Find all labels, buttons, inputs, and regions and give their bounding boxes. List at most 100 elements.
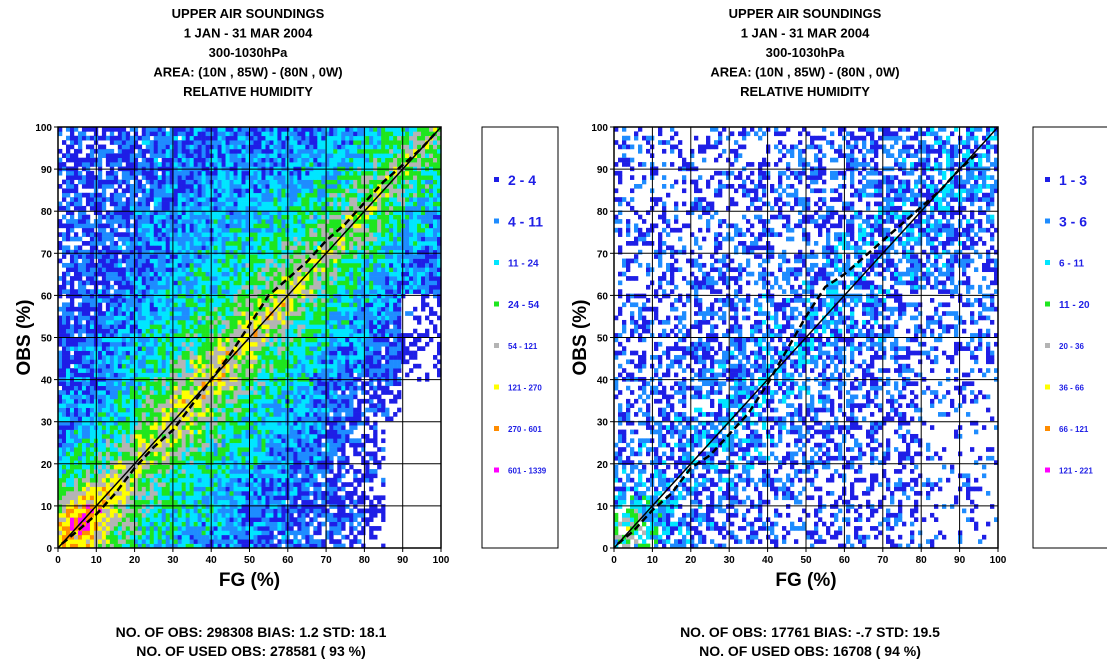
heatmap-cell (161, 346, 167, 351)
heatmap-cell (241, 144, 246, 150)
heatmap-cell (197, 306, 202, 312)
heatmap-cell (205, 526, 210, 531)
heatmap-cell (58, 319, 63, 325)
heatmap-cell (101, 394, 107, 400)
heatmap-cell (185, 407, 190, 413)
heatmap-cell (81, 464, 87, 470)
heatmap-cell (129, 385, 135, 391)
heatmap-cell (173, 407, 178, 413)
heatmap-cell (65, 429, 71, 435)
heatmap-cell (229, 526, 234, 531)
heatmap-cell (121, 482, 127, 487)
heatmap-cell (173, 223, 178, 229)
heatmap-cell (157, 219, 163, 224)
heatmap-cell (121, 390, 127, 395)
heatmap-cell (169, 127, 174, 132)
heatmap-cell (153, 131, 159, 137)
heatmap-cell (105, 447, 111, 452)
heatmap-cell (161, 170, 167, 176)
heatmap-cell (125, 460, 131, 465)
heatmap-cell (209, 201, 214, 207)
heatmap-cell (189, 372, 194, 378)
heatmap-cell (237, 407, 242, 413)
heatmap-cell (177, 530, 182, 536)
heatmap-cell (261, 306, 266, 312)
heatmap-cell (225, 412, 230, 417)
heatmap-cell (205, 451, 210, 457)
chart-title-line: 300-1030hPa (209, 45, 289, 60)
heatmap-cell (245, 162, 250, 167)
heatmap-cell (161, 289, 167, 294)
heatmap-cell (113, 271, 119, 277)
heatmap-cell (153, 302, 159, 308)
heatmap-cell (261, 153, 266, 158)
heatmap-cell (213, 499, 218, 505)
heatmap-cell (157, 526, 163, 531)
heatmap-cell (105, 333, 111, 338)
heatmap-cell (261, 241, 266, 246)
heatmap-cell (133, 289, 139, 294)
heatmap-cell (105, 363, 111, 369)
heatmap-cell (149, 346, 155, 351)
heatmap-cell (137, 368, 143, 373)
heatmap-cell (233, 508, 238, 514)
heatmap-cell (241, 157, 246, 163)
heatmap-cell (241, 302, 246, 308)
heatmap-cell (261, 486, 266, 492)
heatmap-cell (169, 508, 174, 514)
heatmap-cell (237, 442, 242, 448)
heatmap-cell (213, 298, 218, 303)
heatmap-cell (273, 517, 278, 522)
heatmap-cell (193, 315, 198, 321)
heatmap-cell (137, 381, 143, 387)
heatmap-cell (169, 271, 174, 277)
heatmap-cell (169, 219, 174, 224)
heatmap-cell (245, 403, 250, 408)
heatmap-cell (157, 447, 163, 452)
heatmap-cell (261, 372, 266, 378)
heatmap-cell (225, 429, 230, 435)
heatmap-cell (69, 140, 75, 145)
heatmap-cell (109, 201, 115, 207)
heatmap-cell (137, 359, 143, 365)
heatmap-cell (209, 293, 214, 299)
heatmap-cell (185, 346, 190, 351)
heatmap-cell (137, 262, 143, 268)
heatmap-cell (77, 179, 83, 185)
heatmap-cell (201, 495, 206, 501)
heatmap-cell (117, 214, 123, 220)
heatmap-cell (157, 451, 163, 457)
heatmap-cell (69, 460, 75, 465)
heatmap-cell (113, 508, 119, 514)
heatmap-cell (141, 398, 147, 404)
heatmap-cell (69, 298, 75, 303)
heatmap-cell (253, 416, 258, 422)
heatmap-cell (149, 543, 155, 549)
heatmap-cell (189, 262, 194, 268)
heatmap-cell (173, 433, 178, 439)
heatmap-cell (141, 469, 147, 474)
heatmap-cell (177, 482, 182, 487)
heatmap-cell (229, 346, 234, 351)
heatmap-cell (61, 512, 67, 518)
heatmap-cell (89, 539, 95, 544)
heatmap-cell (177, 205, 182, 211)
heatmap-cell (129, 381, 135, 387)
heatmap-cell (265, 311, 270, 316)
heatmap-cell (145, 249, 151, 255)
heatmap-cell (81, 341, 87, 347)
heatmap-cell (101, 460, 107, 465)
heatmap-cell (241, 284, 246, 290)
heatmap-cell (249, 407, 254, 413)
heatmap-cell (61, 499, 67, 505)
heatmap-cell (189, 530, 194, 536)
heatmap-cell (129, 236, 135, 242)
heatmap-cell (69, 526, 75, 531)
heatmap-cell (161, 486, 167, 492)
heatmap-cell (169, 144, 174, 150)
heatmap-cell (69, 289, 75, 294)
heatmap-cell (177, 241, 182, 246)
heatmap-cell (169, 403, 174, 408)
heatmap-cell (153, 385, 159, 391)
